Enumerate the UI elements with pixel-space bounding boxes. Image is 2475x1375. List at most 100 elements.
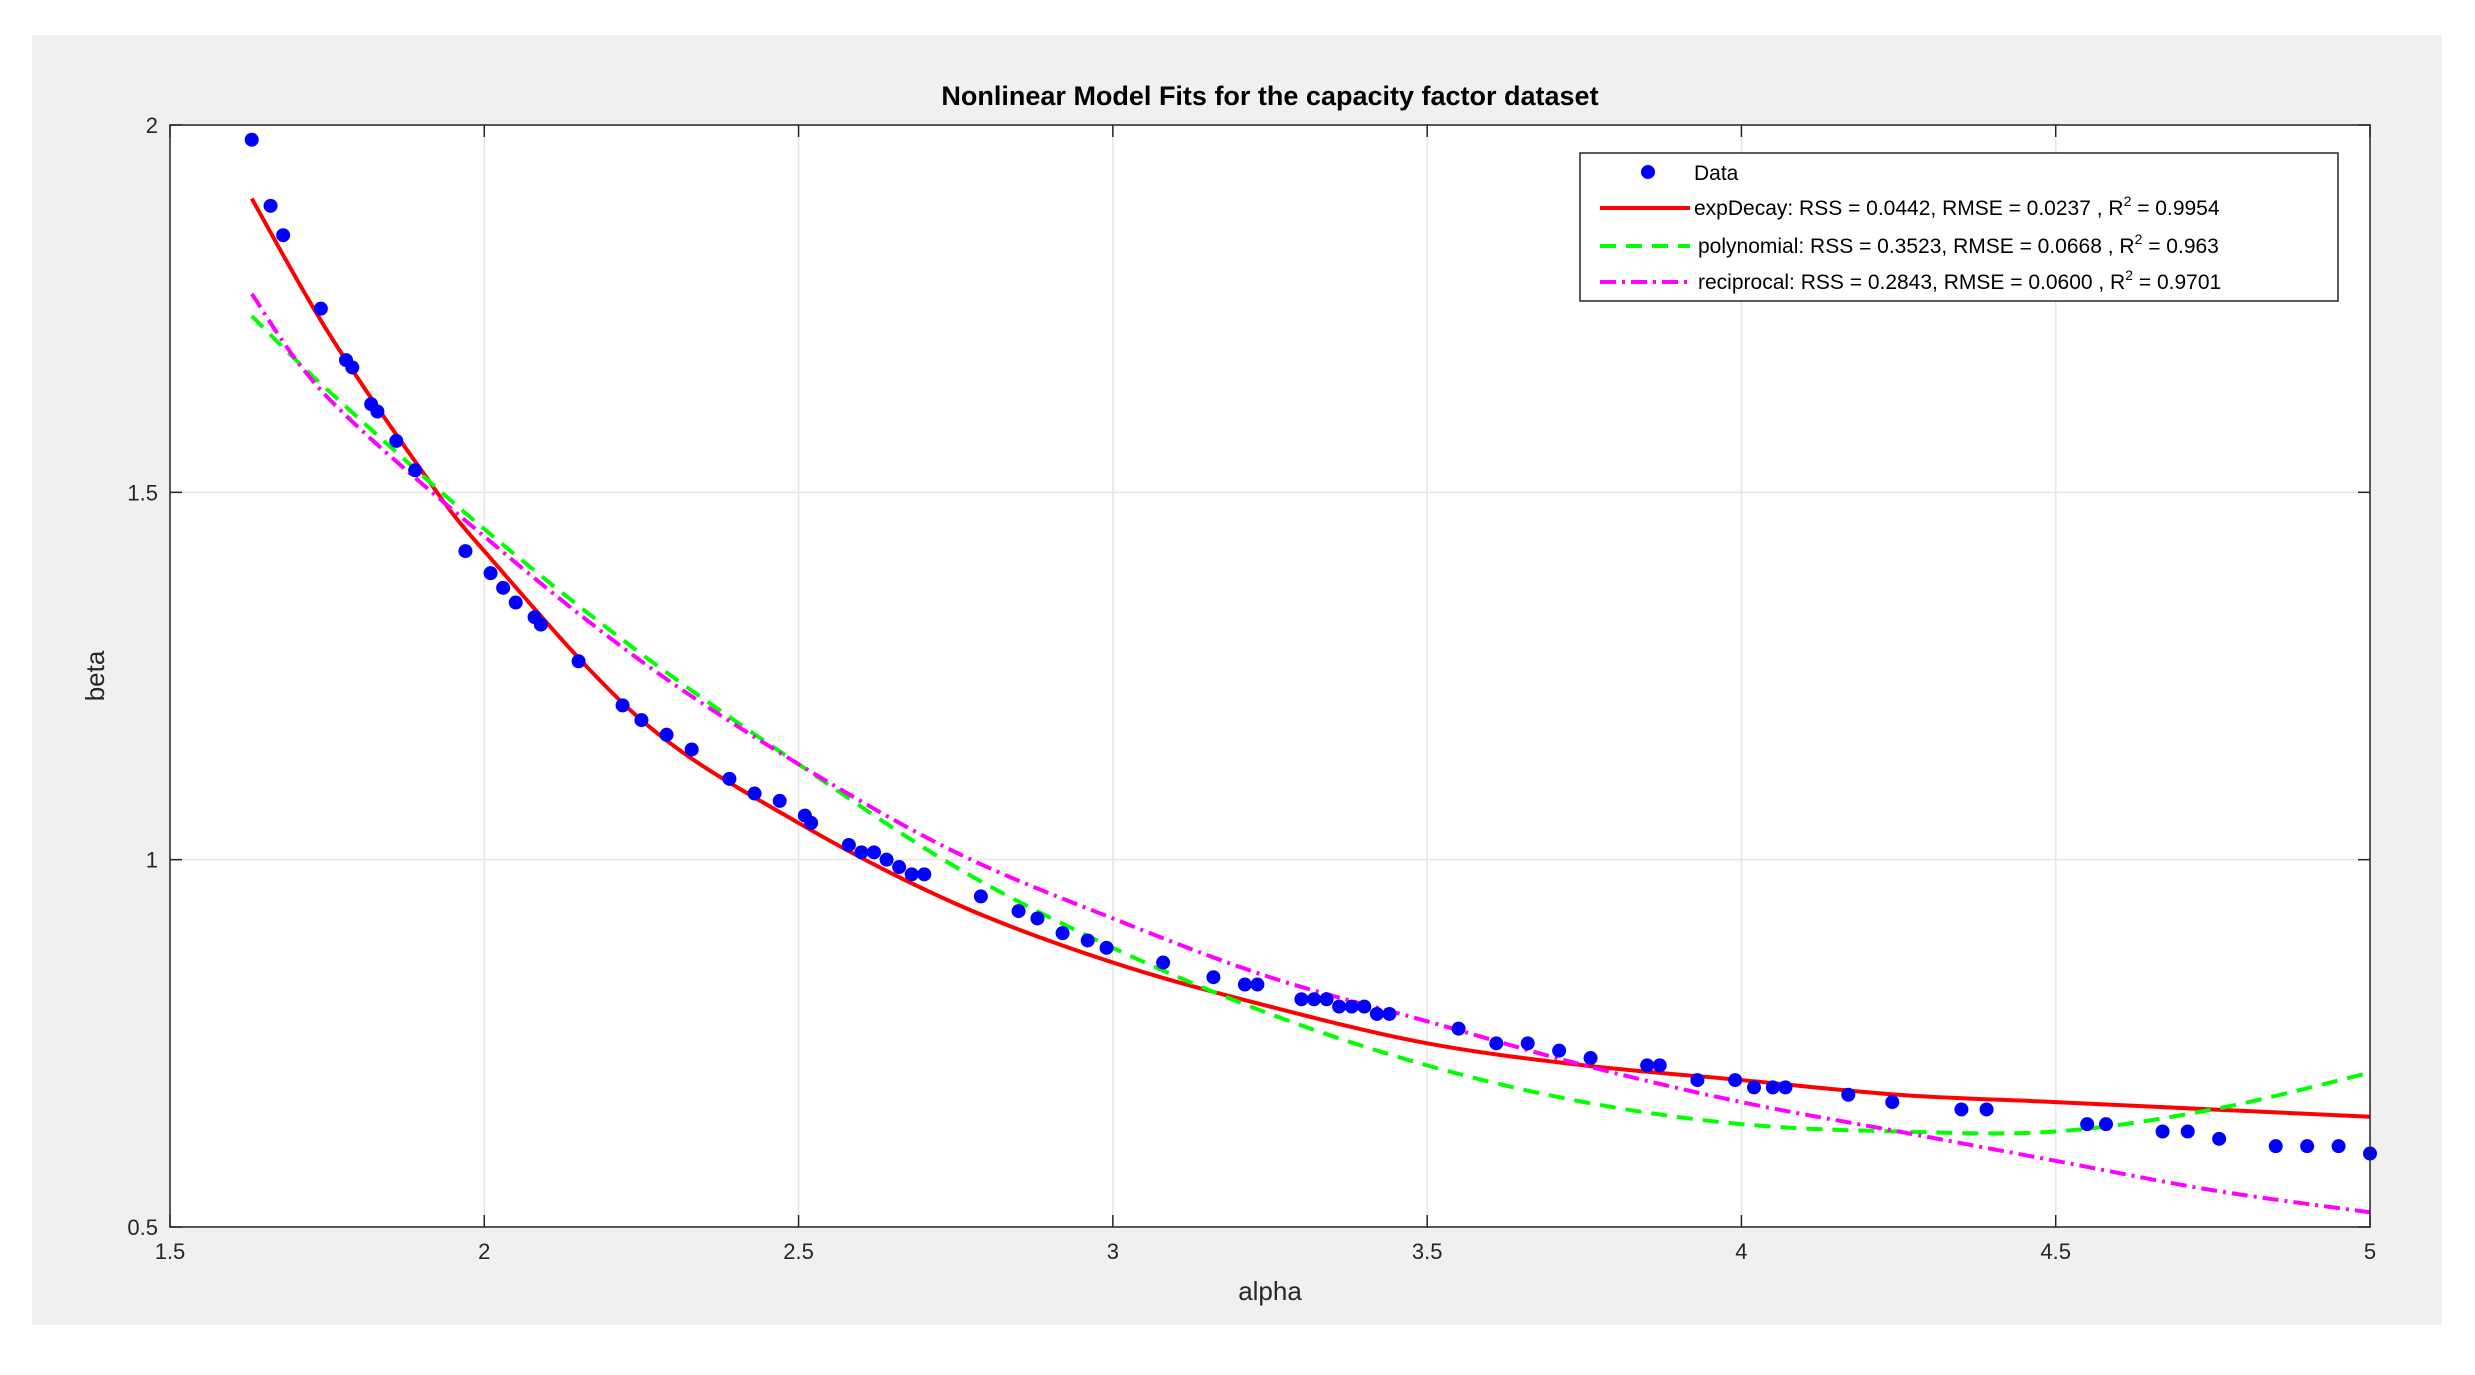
data-point [747, 786, 762, 801]
data-point [2331, 1139, 2346, 1154]
data-point [879, 852, 894, 867]
data-point [1250, 977, 1265, 992]
chart-title: Nonlinear Model Fits for the capacity fa… [941, 81, 1598, 111]
data-point [722, 771, 737, 786]
data-point [1206, 970, 1221, 985]
y-tick-label: 1 [146, 848, 158, 873]
x-tick-label: 2 [478, 1239, 490, 1264]
data-point [276, 228, 291, 243]
x-tick-label: 3 [1107, 1239, 1119, 1264]
data-point [1552, 1043, 1567, 1058]
data-point [684, 742, 699, 757]
data-point [772, 793, 787, 808]
x-tick-label: 1.5 [155, 1239, 186, 1264]
y-tick-label: 1.5 [127, 480, 158, 505]
data-point [1030, 911, 1045, 926]
data-point [458, 544, 473, 559]
x-tick-label: 2.5 [783, 1239, 814, 1264]
data-point [1778, 1080, 1793, 1095]
data-point [1307, 992, 1321, 1007]
data-point [1690, 1073, 1705, 1088]
data-point [496, 580, 511, 595]
data-point [483, 566, 498, 581]
y-tick-label: 2 [146, 113, 158, 138]
data-point [1011, 904, 1026, 919]
data-point [389, 433, 404, 448]
data-point [1156, 955, 1171, 970]
data-point [1294, 992, 1309, 1007]
x-tick-label: 4.5 [2040, 1239, 2071, 1264]
legend: Data expDecay: RSS = 0.0442, RMSE = 0.02… [1579, 152, 2339, 302]
data-point [370, 404, 385, 419]
data-point [1652, 1058, 1667, 1073]
data-point [892, 860, 907, 875]
data-point [244, 132, 259, 147]
data-point [1080, 933, 1095, 948]
legend-label-polynomial: polynomial: RSS = 0.3523, RMSE = 0.0668 … [1698, 231, 2219, 258]
data-point [1520, 1036, 1535, 1051]
data-point [1382, 1006, 1397, 1021]
plot-area [170, 125, 2370, 1227]
fit-line-polynomial [250, 314, 2371, 1136]
x-tick-label: 3.5 [1412, 1239, 1443, 1264]
data-point [615, 698, 630, 713]
data-point [533, 617, 548, 632]
data-point [1319, 992, 1334, 1007]
data-point [571, 654, 586, 669]
x-tick-label: 5 [2364, 1239, 2376, 1264]
legend-label-data: Data [1694, 162, 1739, 185]
data-point [2300, 1139, 2315, 1154]
data-point [804, 815, 819, 830]
data-point [904, 867, 919, 882]
legend-marker-data [1641, 165, 1655, 179]
data-point [973, 889, 988, 904]
x-ticks: 1.5 2 2.5 3 3.5 4 4.5 5 [155, 125, 2376, 1264]
y-ticks: 0.5 1 1.5 2 [127, 113, 2370, 1240]
data-point [2080, 1117, 2095, 1132]
data-point [1885, 1095, 1900, 1110]
axes-box [169, 124, 2371, 1228]
data-point [263, 198, 278, 213]
data-point [313, 301, 328, 316]
data-point [1369, 1006, 1384, 1021]
data-point [345, 360, 360, 375]
legend-label-expdecay: expDecay: RSS = 0.0442, RMSE = 0.0237 , … [1694, 193, 2220, 220]
data-point [1357, 999, 1372, 1014]
fit-line-reciprocal [250, 292, 2371, 1215]
data-point [1489, 1036, 1504, 1051]
data-point [854, 845, 869, 860]
data-point [2099, 1117, 2113, 1132]
data-point [1728, 1073, 1743, 1088]
x-axis-label: alpha [1238, 1276, 1302, 1306]
data-point [634, 713, 649, 728]
data-point [408, 463, 423, 478]
fit-lines [249, 197, 2371, 1215]
data-point [1451, 1021, 1466, 1036]
data-point [1640, 1058, 1655, 1073]
legend-box [1579, 152, 2339, 302]
data-point [2268, 1139, 2283, 1154]
data-point [841, 837, 856, 852]
y-axis-label: beta [80, 650, 110, 701]
data-point [1099, 940, 1114, 955]
data-point [659, 727, 674, 742]
data-point [508, 595, 523, 610]
data-point [1841, 1087, 1856, 1102]
data-point [1747, 1080, 1761, 1095]
data-point [917, 867, 932, 882]
data-point [2155, 1124, 2170, 1139]
fit-line-expdecay [249, 197, 2371, 1119]
data-point [2180, 1124, 2195, 1139]
data-point [2212, 1131, 2227, 1146]
data-point [867, 845, 881, 860]
x-tick-label: 4 [1735, 1239, 1747, 1264]
data-point [1344, 999, 1359, 1014]
data-point [1583, 1051, 1598, 1066]
y-tick-label: 0.5 [127, 1215, 158, 1240]
data-point [1055, 926, 1070, 941]
data-point [1237, 977, 1252, 992]
data-point [1979, 1102, 1994, 1117]
legend-label-reciprocal: reciprocal: RSS = 0.2843, RMSE = 0.0600 … [1698, 267, 2221, 294]
data-point [1332, 999, 1347, 1014]
